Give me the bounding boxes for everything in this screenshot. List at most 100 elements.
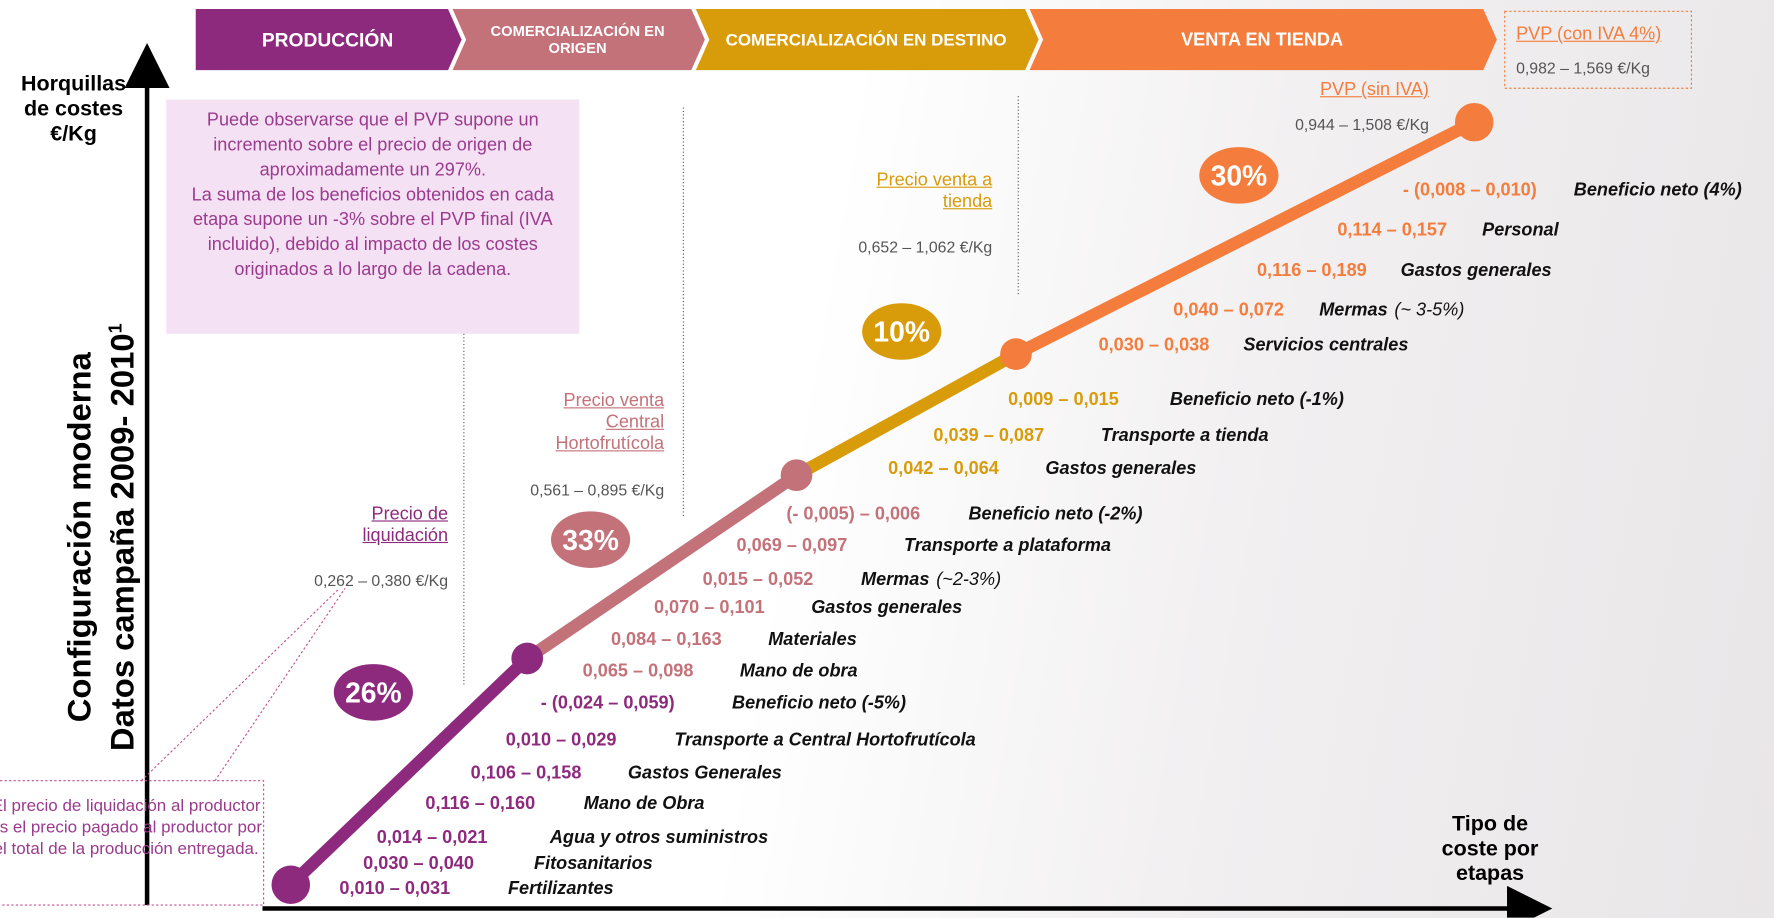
share-label: 10% <box>873 316 930 348</box>
stage-label: VENTA EN TIENDA <box>1181 29 1344 50</box>
chain-node <box>511 642 544 675</box>
cost-item: Beneficio neto (-5%) <box>732 694 906 714</box>
chain-segment <box>793 348 1020 481</box>
connector <box>141 587 340 782</box>
cost-range: 0,114 – 0,157 <box>1337 220 1448 240</box>
share-badge <box>1199 147 1279 204</box>
stage-header <box>695 9 1039 71</box>
stage-header <box>452 9 705 71</box>
stage-header <box>195 9 462 71</box>
cost-name: Materiales <box>768 630 857 650</box>
cost-range: 0,015 – 0,052 <box>702 570 814 590</box>
note-paragraph: Puede observarse que el PVP supone un in… <box>206 110 539 180</box>
cost-range: 0,039 – 0,087 <box>933 426 1045 446</box>
cost-range: - (0,024 – 0,059) <box>540 693 675 713</box>
cost-item: Beneficio neto (4%) <box>1574 181 1742 201</box>
cost-item: Agua y otros suministros <box>550 828 768 848</box>
vertical-title: Configuración moderna Datos campaña 2009-… <box>62 288 141 786</box>
y-axis-label: Horquillas de costes €/Kg <box>20 72 127 146</box>
cost-name: Transporte a Central Hortofrutícola <box>674 730 976 751</box>
share-badge <box>550 511 631 568</box>
chain-node <box>1000 338 1032 370</box>
share-label: 30% <box>1211 160 1268 192</box>
cost-name: Beneficio neto (4%) <box>1573 181 1742 201</box>
chain-node <box>780 459 813 492</box>
cost-range: 0,014 – 0,021 <box>376 828 488 848</box>
cost-name: Mermas <box>860 570 930 590</box>
cost-name: Gastos Generales <box>627 763 782 783</box>
pvp-range: 0,982 – 1,569 €/Kg <box>1516 58 1650 77</box>
cost-name: Mano de obra <box>739 661 858 682</box>
price-label: Precio venta Central Hortofrutícola <box>555 391 665 454</box>
cost-name: Agua y otros suministros <box>549 828 769 848</box>
pvp-box <box>1504 10 1693 89</box>
chain-segment <box>523 470 801 664</box>
cost-note: (~2-3%) <box>936 570 1002 590</box>
stage-header <box>1029 9 1497 71</box>
title-line-text: Datos campaña 2009- 2010 <box>105 333 142 752</box>
cost-name: Transporte a tienda <box>1100 426 1269 446</box>
share-label: 33% <box>562 524 619 556</box>
cost-name: Transporte a plataforma <box>903 536 1111 556</box>
x-axis-label: Tipo de coste por etapas <box>1441 812 1539 886</box>
chain-node <box>271 865 311 904</box>
price-label: PVP (sin IVA) <box>1319 80 1429 100</box>
cost-item: Transporte a plataforma <box>904 536 1111 556</box>
share-badge <box>333 664 413 721</box>
cost-item: Gastos Generales <box>628 764 782 784</box>
note-paragraph: La suma de los beneficios obtenidos en c… <box>191 185 554 280</box>
cost-item: Mano de Obra <box>584 794 705 814</box>
cost-item: Fertilizantes <box>508 879 614 899</box>
connector <box>214 588 346 781</box>
cost-item: Fitosanitarios <box>534 854 653 874</box>
stage-label: COMERCIALIZACIÓN EN DESTINO <box>725 29 1007 50</box>
chain-segment <box>1013 116 1478 360</box>
cost-item: Personal <box>1482 221 1558 241</box>
title-line: Datos campaña 2009- 20101 <box>99 288 142 786</box>
cost-range: 0,065 – 0,098 <box>582 661 694 682</box>
share-label: 26% <box>345 677 402 709</box>
cost-name: Fitosanitarios <box>534 854 653 874</box>
cost-item: Gastos generales <box>1045 459 1196 479</box>
stage-label: PRODUCCIÓN <box>261 28 394 51</box>
chain-node <box>1454 102 1494 142</box>
cost-name: Gastos generales <box>1045 459 1197 479</box>
cost-name: Beneficio neto (-5%) <box>732 693 907 713</box>
title-line: Configuración moderna <box>62 352 99 723</box>
cost-item: Materiales <box>768 630 857 650</box>
price-label: Precio venta a tienda <box>876 170 993 212</box>
note-box <box>166 99 580 334</box>
cost-name: Mermas <box>1319 300 1388 321</box>
cost-range: 0,042 – 0,064 <box>888 459 999 479</box>
pvp-label: PVP (con IVA 4%) <box>1516 24 1662 45</box>
price-range: 0,561 – 0,895 €/Kg <box>530 480 665 499</box>
cost-range: 0,030 – 0,040 <box>363 854 474 874</box>
cost-range: 0,116 – 0,189 <box>1256 261 1367 281</box>
cost-item: Transporte a Central Hortofrutícola <box>674 731 975 751</box>
cost-range: 0,040 – 0,072 <box>1173 300 1284 321</box>
cost-range: 0,010 – 0,031 <box>339 879 451 899</box>
cost-name: Fertilizantes <box>507 879 614 899</box>
cost-name: Mano de Obra <box>583 794 705 814</box>
cost-note: (~ 3-5%) <box>1394 300 1465 321</box>
cost-range: 0,030 – 0,038 <box>1098 336 1210 356</box>
price-range: 0,262 – 0,380 €/Kg <box>314 571 449 590</box>
cost-name: Gastos generales <box>811 598 963 618</box>
cost-item: Mermas (~2-3%) <box>861 570 1001 590</box>
cost-item: Mermas (~ 3-5%) <box>1319 301 1464 321</box>
price-range: 0,944 – 1,508 €/Kg <box>1295 115 1429 134</box>
cost-name: Beneficio neto (-1%) <box>1169 390 1344 410</box>
title-sup: 1 <box>106 323 126 334</box>
cost-range: 0,106 – 0,158 <box>470 763 582 783</box>
cost-item: Gastos generales <box>1401 261 1552 281</box>
cost-name: Beneficio neto (-2%) <box>968 504 1143 524</box>
price-range: 0,652 – 1,062 €/Kg <box>858 237 993 256</box>
cost-range: 0,084 – 0,163 <box>610 630 722 650</box>
cost-name: Servicios centrales <box>1243 336 1409 356</box>
cost-range: 0,116 – 0,160 <box>425 794 536 814</box>
chain-segment <box>286 653 532 890</box>
cost-name: Gastos generales <box>1400 261 1552 281</box>
cost-range: 0,010 – 0,029 <box>505 730 617 751</box>
